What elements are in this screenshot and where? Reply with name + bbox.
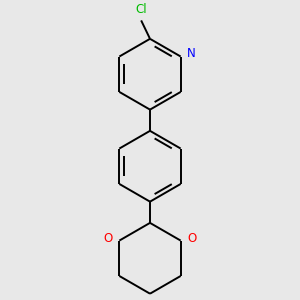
Text: N: N: [187, 47, 196, 60]
Text: Cl: Cl: [135, 3, 147, 16]
Text: O: O: [103, 232, 112, 245]
Text: O: O: [188, 232, 197, 245]
